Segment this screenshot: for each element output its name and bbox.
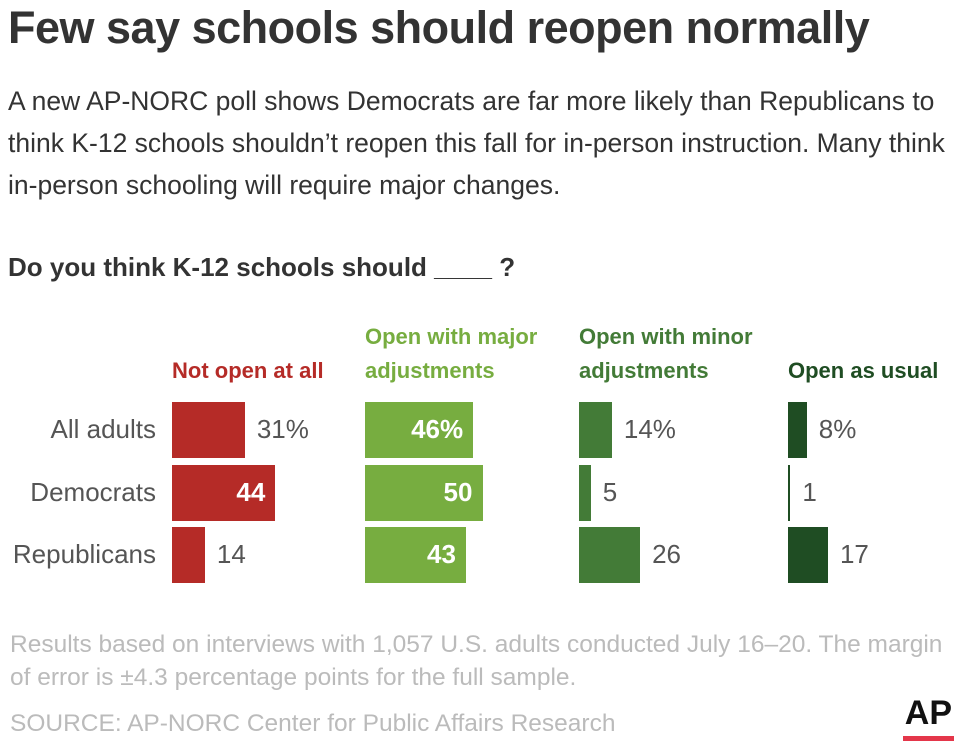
bar xyxy=(172,402,245,458)
series-header: Not open at all xyxy=(172,358,324,383)
subtitle: A new AP-NORC poll shows Democrats are f… xyxy=(8,86,945,200)
bar xyxy=(365,527,467,583)
bar xyxy=(579,402,612,458)
title: Few say schools should reopen normally xyxy=(8,2,870,53)
value-label: 26 xyxy=(652,539,682,569)
value-label: 1 xyxy=(802,477,817,507)
value-label: 14% xyxy=(623,414,676,444)
category-label: All adults xyxy=(50,414,157,444)
value-label: 46% xyxy=(411,414,464,444)
bar xyxy=(579,465,591,521)
category-label: Democrats xyxy=(30,477,156,507)
series-header: Open as usual xyxy=(788,358,939,383)
bar xyxy=(788,465,791,521)
value-label: 31% xyxy=(256,414,309,444)
value-label: 44 xyxy=(236,477,266,507)
value-label: 5 xyxy=(602,477,618,507)
category-label: Republicans xyxy=(12,539,156,569)
value-label: 43 xyxy=(427,539,456,569)
value-label: 14 xyxy=(216,539,246,569)
source: SOURCE: AP-NORC Center for Public Affair… xyxy=(10,710,616,737)
value-label: 50 xyxy=(443,477,473,507)
value-label: 8% xyxy=(818,414,857,444)
bar xyxy=(579,527,641,583)
bar xyxy=(365,402,474,458)
bar xyxy=(788,527,828,583)
bar xyxy=(788,402,807,458)
bar xyxy=(365,465,483,521)
logo: AP xyxy=(902,694,954,741)
bar xyxy=(172,527,205,583)
series-header: Open with minor adjustments xyxy=(579,324,753,383)
note: Results based on interviews with 1,057 U… xyxy=(10,631,943,691)
question: Do you think K-12 schools should ____ ? xyxy=(8,252,516,282)
value-label: 17 xyxy=(839,539,869,569)
bar xyxy=(172,465,276,521)
series-header: Open with major adjustments xyxy=(365,324,538,383)
